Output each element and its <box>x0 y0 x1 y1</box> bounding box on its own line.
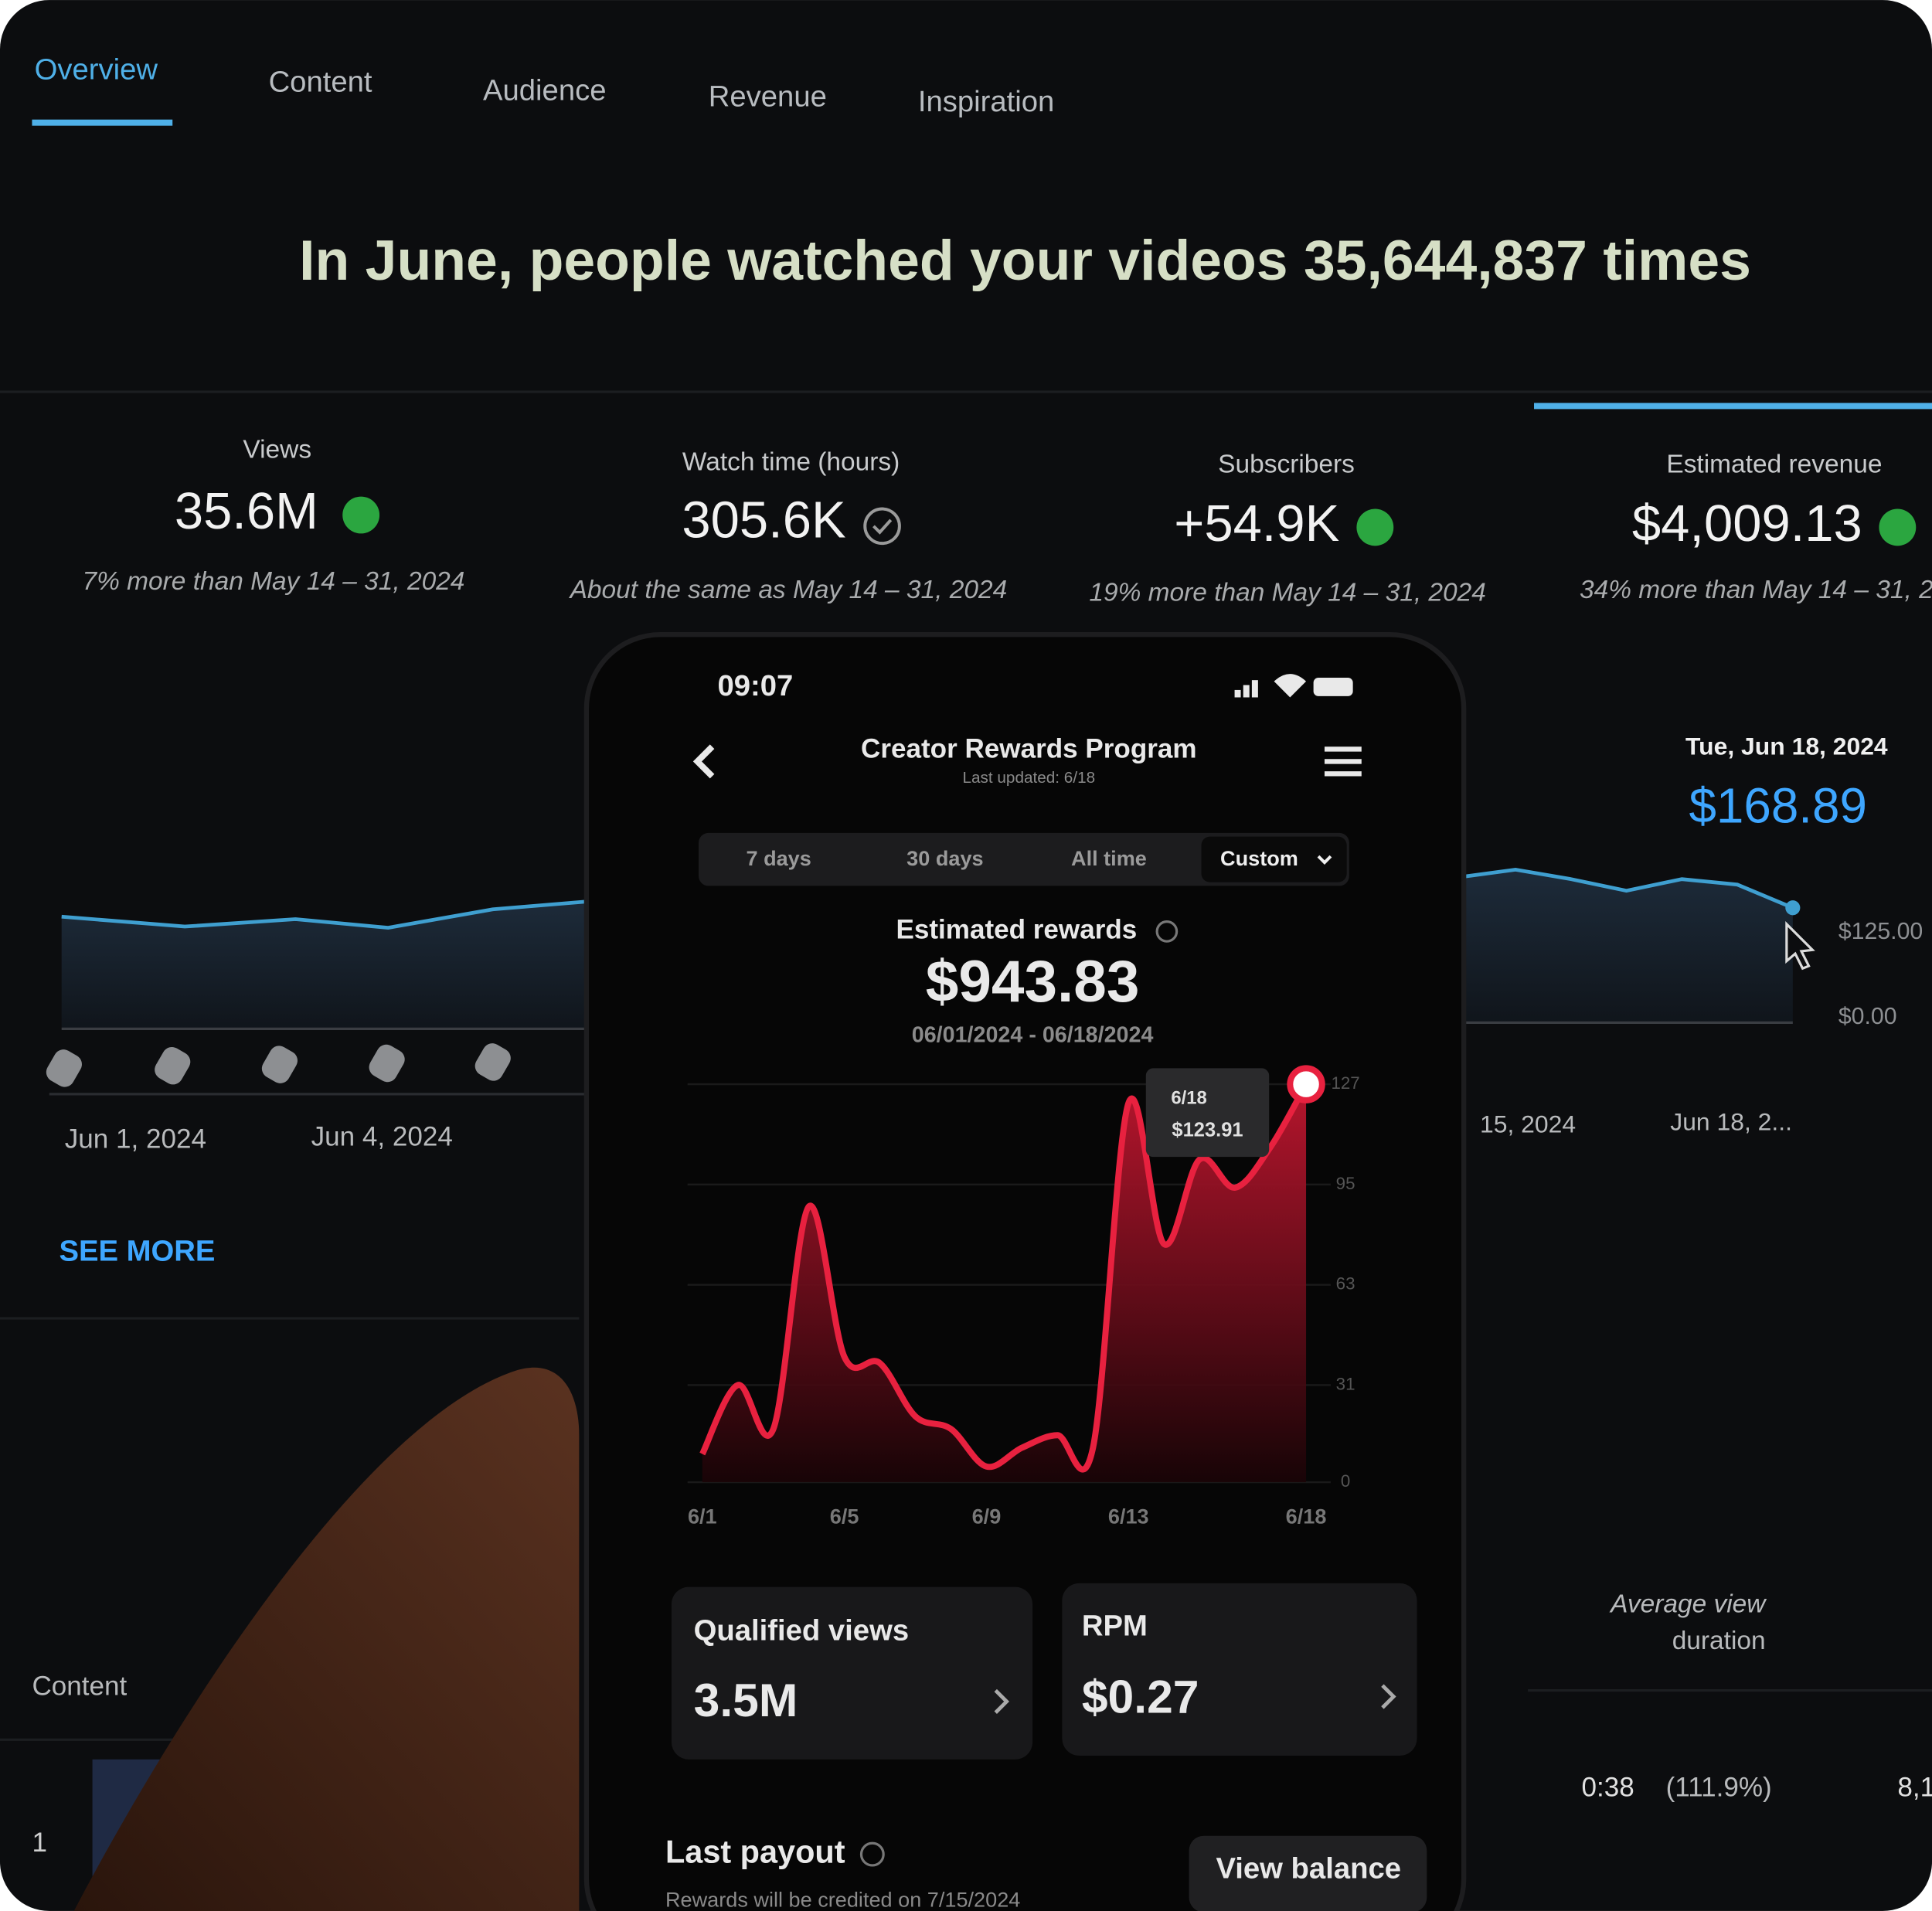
tooltip-date: Tue, Jun 18, 2024 <box>1685 732 1888 760</box>
tab[interactable]: Audience <box>483 74 607 107</box>
x-tick-label: 6/9 <box>972 1504 1002 1528</box>
x-label: 15, 2024 <box>1480 1110 1576 1138</box>
rewards-chart: 0 31 63 95 127 6/1 6/5 6/9 6/13 6/18 <box>687 1065 1360 1528</box>
button-label: View balance <box>1216 1851 1401 1885</box>
cursor <box>1785 920 1815 971</box>
tab[interactable]: Inspiration <box>918 85 1054 118</box>
up-icon <box>1356 508 1394 546</box>
y-tick-label: 95 <box>1336 1174 1355 1193</box>
x-tick-label: 6/5 <box>830 1504 859 1528</box>
metric-value: 35.6M <box>175 482 318 540</box>
metric-comparison: 34% more than May 14 – 31, 2024 <box>1580 576 1932 604</box>
headline: In June, people watched your videos 35,6… <box>299 229 1751 292</box>
tooltip-value: $123.91 <box>1172 1119 1243 1141</box>
card-value: 3.5M <box>694 1674 798 1726</box>
card-label: Qualified views <box>694 1614 909 1647</box>
see-more-link[interactable]: SEE MORE <box>60 1235 216 1268</box>
metric-label: Estimated revenue <box>1666 451 1882 479</box>
chevron <box>1317 855 1332 865</box>
x-tick-label: 6/18 <box>1286 1504 1327 1528</box>
metric-value: +54.9K <box>1174 495 1339 553</box>
info-icon <box>1155 920 1179 943</box>
rewards-label: Estimated rewards <box>896 915 1137 945</box>
cell: 0:38 <box>1582 1772 1634 1802</box>
tooltip-value: $168.89 <box>1689 777 1867 833</box>
rewards-point <box>1287 1065 1325 1103</box>
x-tick-label: 6/1 <box>688 1504 717 1528</box>
status-icons <box>1234 674 1353 698</box>
table-header: Average view <box>1609 1590 1767 1618</box>
metric-label: Watch time (hours) <box>682 447 900 476</box>
revenue-point <box>1785 900 1801 916</box>
tab[interactable]: Content <box>269 66 372 99</box>
tab[interactable]: Overview <box>35 53 158 87</box>
metric-comparison: 19% more than May 14 – 31, 2024 <box>1089 578 1486 607</box>
selected-card-bar <box>1534 403 1932 410</box>
y-tick-label: 31 <box>1336 1374 1355 1393</box>
cell: (111.9%) <box>1666 1772 1772 1802</box>
revenue-area <box>1460 869 1793 1023</box>
chevron <box>994 1688 1009 1714</box>
status-time: 09:07 <box>717 669 793 702</box>
video-icons <box>46 1043 511 1087</box>
card[interactable] <box>671 1586 1033 1760</box>
segmented-control <box>699 832 1349 886</box>
rewards-value: $943.83 <box>926 949 1140 1015</box>
metric-label: Subscribers <box>1218 451 1355 479</box>
segment-selected <box>1201 836 1347 882</box>
screen-title: Creator Rewards Program <box>861 733 1197 763</box>
card-value: $0.27 <box>1082 1670 1199 1722</box>
card[interactable] <box>1062 1583 1417 1756</box>
view-balance-button[interactable] <box>1189 1835 1427 1911</box>
table-header: Content <box>32 1671 127 1702</box>
revenue-chart: $125.00 $0.00 <box>1460 867 1923 1029</box>
y-tick-label: 63 <box>1336 1274 1355 1294</box>
metric-comparison: About the same as May 14 – 31, 2024 <box>569 576 1008 604</box>
x-label: Jun 18, 2... <box>1670 1108 1792 1136</box>
tab[interactable]: Revenue <box>709 80 827 114</box>
y-tick-label: 0 <box>1341 1471 1350 1491</box>
segment[interactable]: All time <box>1071 846 1147 870</box>
menu-button[interactable] <box>1324 746 1362 777</box>
up-icon <box>1879 508 1917 546</box>
back-button[interactable] <box>692 744 715 779</box>
finger <box>73 1367 580 1911</box>
tooltip <box>1145 1068 1270 1158</box>
segment[interactable]: 7 days <box>746 846 811 870</box>
check-icon <box>863 507 901 546</box>
metric-value: 305.6K <box>682 491 845 549</box>
segment[interactable]: Custom <box>1220 846 1298 870</box>
up-icon <box>342 496 380 534</box>
y-tick-label: 127 <box>1331 1073 1359 1093</box>
x-label: Jun 1, 2024 <box>65 1124 206 1154</box>
x-label: Jun 4, 2024 <box>311 1122 453 1152</box>
views-line <box>61 899 598 930</box>
y-tick-label: $125.00 <box>1838 919 1923 944</box>
revenue-line <box>1460 867 1794 910</box>
rewards-line <box>699 1083 1309 1473</box>
date-range: 06/01/2024 - 06/18/2024 <box>912 1023 1154 1048</box>
row-rank: 1 <box>32 1828 47 1858</box>
chevron <box>1381 1684 1396 1709</box>
tooltip-date: 6/18 <box>1171 1088 1207 1109</box>
metric-comparison: 7% more than May 14 – 31, 2024 <box>83 567 465 596</box>
tab-underline <box>32 119 173 126</box>
card-label: RPM <box>1082 1609 1148 1642</box>
table-header: duration <box>1672 1627 1766 1655</box>
last-updated: Last updated: 6/18 <box>962 769 1095 787</box>
metric-label: Views <box>243 435 311 464</box>
info-icon <box>859 1841 885 1867</box>
payout-label: Last payout <box>665 1834 845 1870</box>
segment[interactable]: 30 days <box>906 846 983 870</box>
x-tick-label: 6/13 <box>1108 1504 1149 1528</box>
metric-value: $4,009.13 <box>1632 495 1862 553</box>
check-mark <box>872 519 893 535</box>
views-area <box>61 900 598 1029</box>
y-tick-label: $0.00 <box>1838 1004 1897 1029</box>
payout-note: Rewards will be credited on 7/15/2024 <box>665 1887 1020 1911</box>
rewards-area <box>702 1084 1307 1483</box>
cell: 8,1 <box>1897 1772 1932 1802</box>
